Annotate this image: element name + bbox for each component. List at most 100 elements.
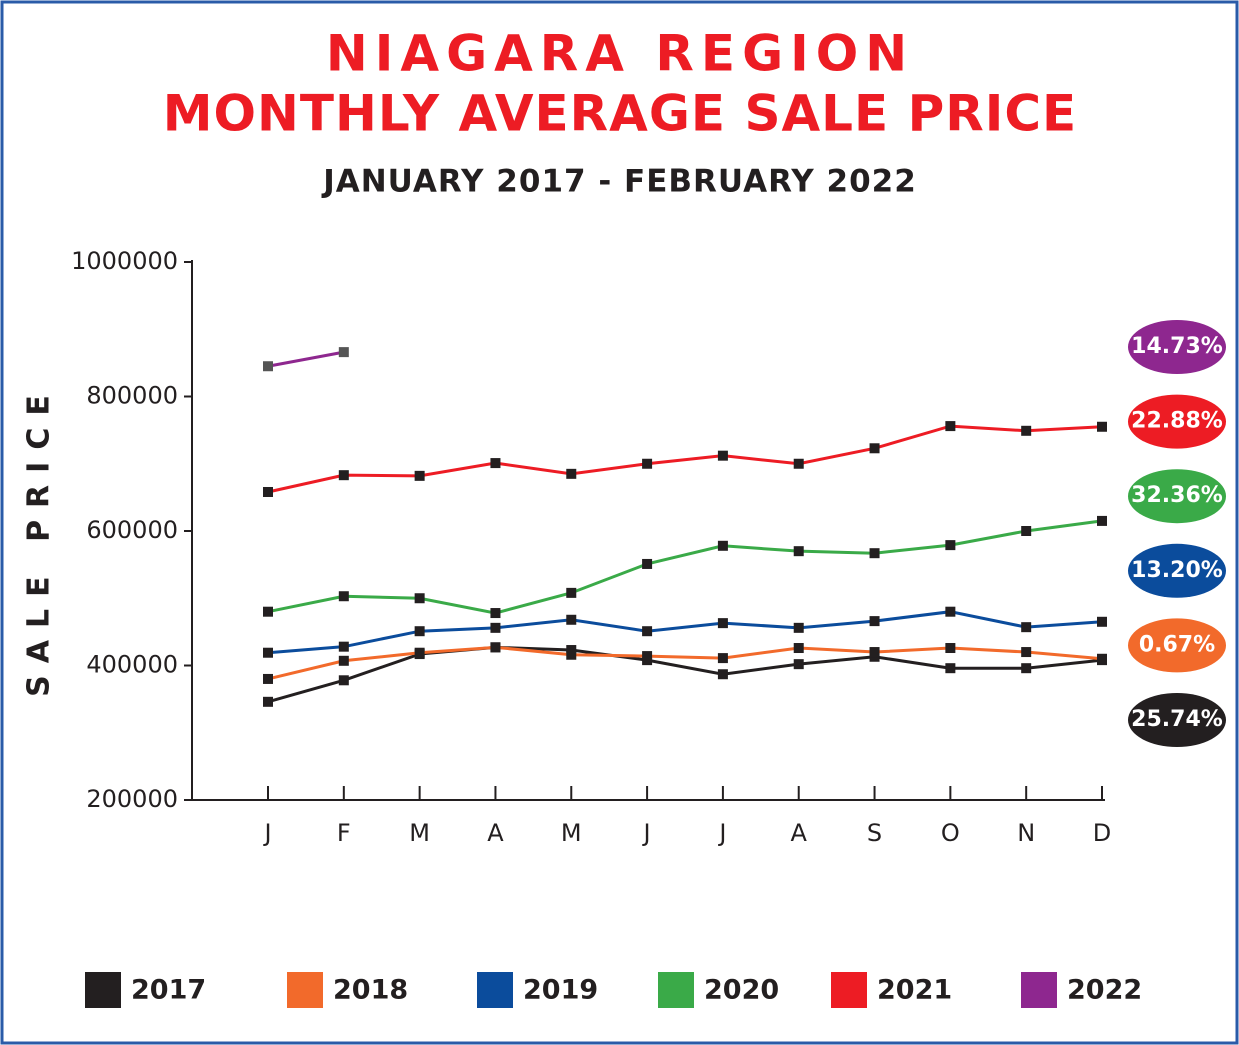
data-point xyxy=(263,486,273,497)
data-point xyxy=(1021,622,1032,633)
data-point xyxy=(490,642,501,653)
x-tick-label: A xyxy=(487,819,504,847)
legend-swatch xyxy=(1021,972,1057,1008)
data-point xyxy=(717,450,728,461)
series-line xyxy=(267,610,1103,655)
data-point xyxy=(945,540,956,551)
y-tick-label: 800000 xyxy=(86,382,178,410)
x-tick-label: A xyxy=(791,819,808,847)
data-point xyxy=(945,606,956,617)
data-point xyxy=(338,641,349,652)
x-tick-label: D xyxy=(1093,819,1111,847)
data-point xyxy=(338,347,349,358)
data-point xyxy=(869,548,880,559)
x-tick-label: F xyxy=(337,819,351,847)
y-tick-label: 400000 xyxy=(86,651,178,679)
change-label: 22.88% xyxy=(1131,409,1223,434)
data-point xyxy=(414,470,425,481)
change-label: 14.73% xyxy=(1131,334,1223,359)
data-point xyxy=(1021,425,1032,436)
change-badge xyxy=(1128,693,1226,747)
legend-label: 2017 xyxy=(131,975,206,1006)
data-point xyxy=(414,626,425,637)
data-point xyxy=(338,591,349,602)
series-line xyxy=(267,645,1103,704)
change-label: 0.67% xyxy=(1139,632,1215,657)
chart-subtitle: JANUARY 2017 - FEBRUARY 2022 xyxy=(321,164,917,200)
change-badge xyxy=(1128,320,1226,374)
data-point xyxy=(1097,421,1107,432)
data-point xyxy=(717,618,728,629)
y-tick-label: 600000 xyxy=(86,516,178,544)
data-point xyxy=(263,696,273,707)
change-badge xyxy=(1128,543,1226,598)
data-point xyxy=(945,663,956,674)
data-point xyxy=(566,468,577,479)
legend-label: 2019 xyxy=(523,975,598,1006)
data-point xyxy=(642,626,653,637)
change-label: 13.20% xyxy=(1131,558,1223,583)
chart-title: MONTHLY AVERAGE SALE PRICE xyxy=(163,85,1077,143)
data-point xyxy=(869,647,880,658)
legend-swatch xyxy=(287,972,323,1008)
data-point xyxy=(945,643,956,654)
data-point xyxy=(263,361,273,372)
legend-label: 2021 xyxy=(877,975,952,1006)
data-point xyxy=(338,675,349,686)
legend-label: 2020 xyxy=(704,975,779,1006)
legend-label: 2022 xyxy=(1067,975,1142,1006)
legend-swatch xyxy=(658,972,694,1008)
x-tick-label: M xyxy=(561,819,582,847)
data-point xyxy=(793,458,804,469)
data-point xyxy=(1097,653,1107,664)
data-point xyxy=(490,622,501,633)
chart-title: NIAGARA REGION xyxy=(326,25,914,83)
data-point xyxy=(717,669,728,680)
data-point xyxy=(869,443,880,454)
data-point xyxy=(490,608,501,619)
x-tick-label: N xyxy=(1017,819,1035,847)
data-point xyxy=(414,593,425,604)
data-point xyxy=(566,649,577,660)
data-point xyxy=(869,616,880,627)
x-tick-label: J xyxy=(262,819,271,847)
data-point xyxy=(642,458,653,469)
legend-swatch xyxy=(831,972,867,1008)
change-badge xyxy=(1128,469,1226,524)
x-tick-label: J xyxy=(642,819,651,847)
change-label: 32.36% xyxy=(1131,483,1223,508)
x-tick-label: S xyxy=(867,819,882,847)
data-point xyxy=(717,540,728,551)
data-point xyxy=(1021,663,1032,674)
data-point xyxy=(490,458,501,469)
y-tick-label: 1000000 xyxy=(71,247,178,275)
series-line xyxy=(267,424,1103,494)
data-point xyxy=(642,651,653,662)
x-tick-label: O xyxy=(941,819,960,847)
data-point xyxy=(263,647,273,658)
data-point xyxy=(263,606,273,617)
data-point xyxy=(566,587,577,598)
legend-label: 2018 xyxy=(333,975,408,1006)
data-point xyxy=(338,655,349,666)
change-badge xyxy=(1128,394,1226,449)
data-point xyxy=(945,421,956,432)
series-line xyxy=(267,645,1103,681)
change-label: 25.74% xyxy=(1131,707,1223,732)
data-point xyxy=(793,659,804,670)
data-point xyxy=(414,647,425,658)
data-point xyxy=(1021,526,1032,536)
data-point xyxy=(642,558,653,569)
x-tick-label: J xyxy=(717,819,726,847)
x-tick-label: M xyxy=(409,819,430,847)
data-point xyxy=(793,546,804,557)
y-tick-label: 200000 xyxy=(86,785,178,813)
series-line xyxy=(267,350,345,368)
legend-swatch xyxy=(85,972,121,1008)
data-point xyxy=(793,622,804,633)
data-point xyxy=(1097,515,1107,526)
data-point xyxy=(1097,616,1107,627)
